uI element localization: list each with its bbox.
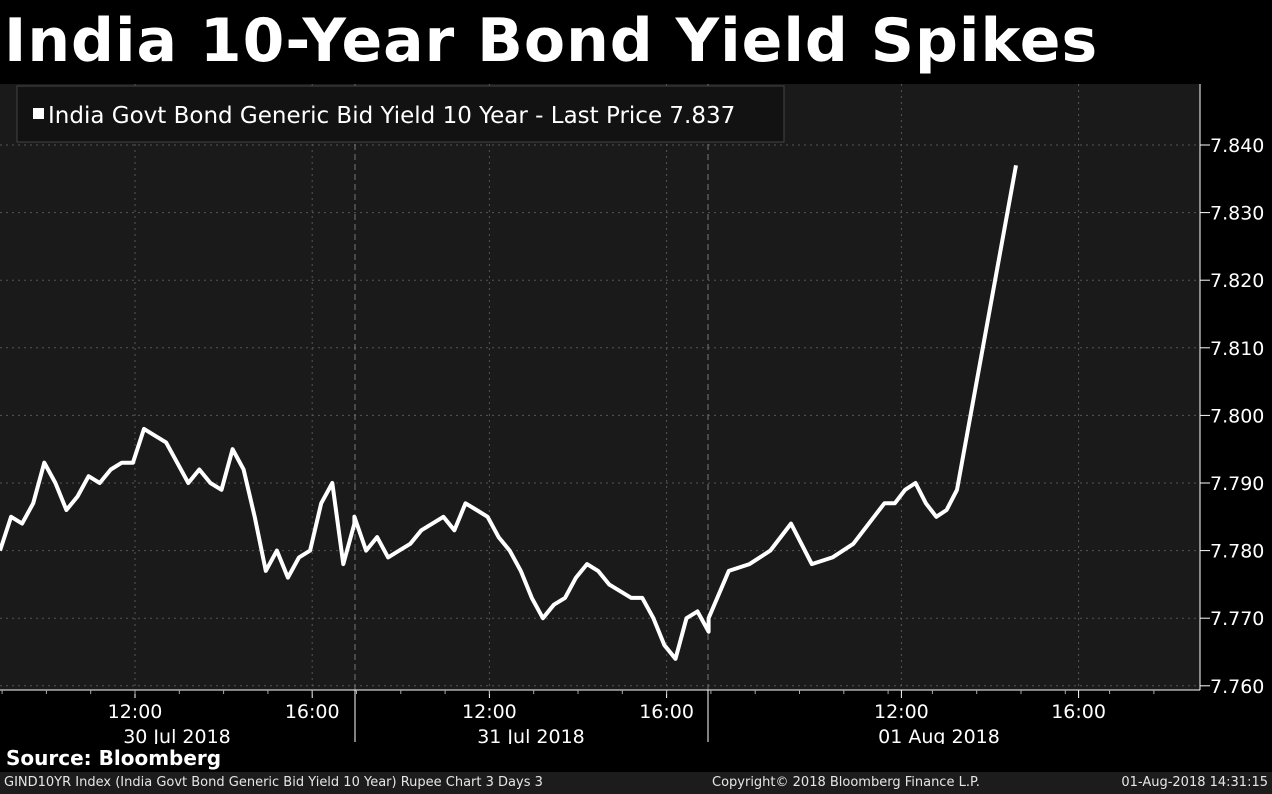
series-line [0, 164, 1018, 661]
footer-timestamp: 01-Aug-2018 14:31:15 [1121, 775, 1268, 790]
x-tick-label: 16:00 [285, 701, 340, 723]
legend-label: India Govt Bond Generic Bid Yield 10 Yea… [48, 103, 735, 129]
y-tick-label: 7.800 [1210, 405, 1264, 427]
plot-area [0, 84, 1200, 690]
footer-bar: GIND10YR Index (India Govt Bond Generic … [0, 772, 1272, 794]
legend-box [16, 85, 785, 143]
x-tick-label: 12:00 [874, 701, 929, 723]
line-chart: 7.840 7.830 7.820 7.810 7.800 7.790 7.780 7.770… [0, 84, 1264, 744]
day-label: 31 Jul 2018 [477, 726, 585, 744]
x-tick-label: 16:00 [1051, 701, 1106, 723]
y-tick-label: 7.830 [1210, 203, 1264, 225]
footer-ticker-description: GIND10YR Index (India Govt Bond Generic … [4, 775, 543, 790]
y-tick-label: 7.770 [1210, 608, 1264, 630]
x-tick-label: 12:00 [462, 701, 517, 723]
x-tick-label: 12:00 [108, 701, 163, 723]
grid-lines [0, 84, 1200, 690]
chart-title: India 10-Year Bond Yield Spikes [4, 6, 1099, 76]
y-tick-label: 7.780 [1210, 541, 1264, 563]
x-tick-label: 16:00 [639, 701, 694, 723]
legend: India Govt Bond Generic Bid Yield 10 Yea… [16, 85, 785, 143]
y-tick-label: 7.790 [1210, 473, 1264, 495]
legend-swatch [33, 108, 44, 119]
y-tick-label: 7.760 [1210, 676, 1264, 698]
y-tick-label: 7.840 [1210, 135, 1264, 157]
day-label: 30 Jul 2018 [123, 726, 231, 744]
y-axis: 7.840 7.830 7.820 7.810 7.800 7.790 7.780 7.770… [1199, 84, 1264, 698]
y-tick-label: 7.820 [1210, 270, 1264, 292]
source-label: Source: Bloomberg [6, 746, 222, 770]
y-tick-label: 7.810 [1210, 338, 1264, 360]
day-label: 01 Aug 2018 [878, 726, 1000, 744]
x-axis: 12:00 16:00 12:00 16:00 12:00 16:00 30 Jul 201… [0, 689, 1200, 744]
footer-copyright: Copyright© 2018 Bloomberg Finance L.P. [712, 775, 980, 790]
